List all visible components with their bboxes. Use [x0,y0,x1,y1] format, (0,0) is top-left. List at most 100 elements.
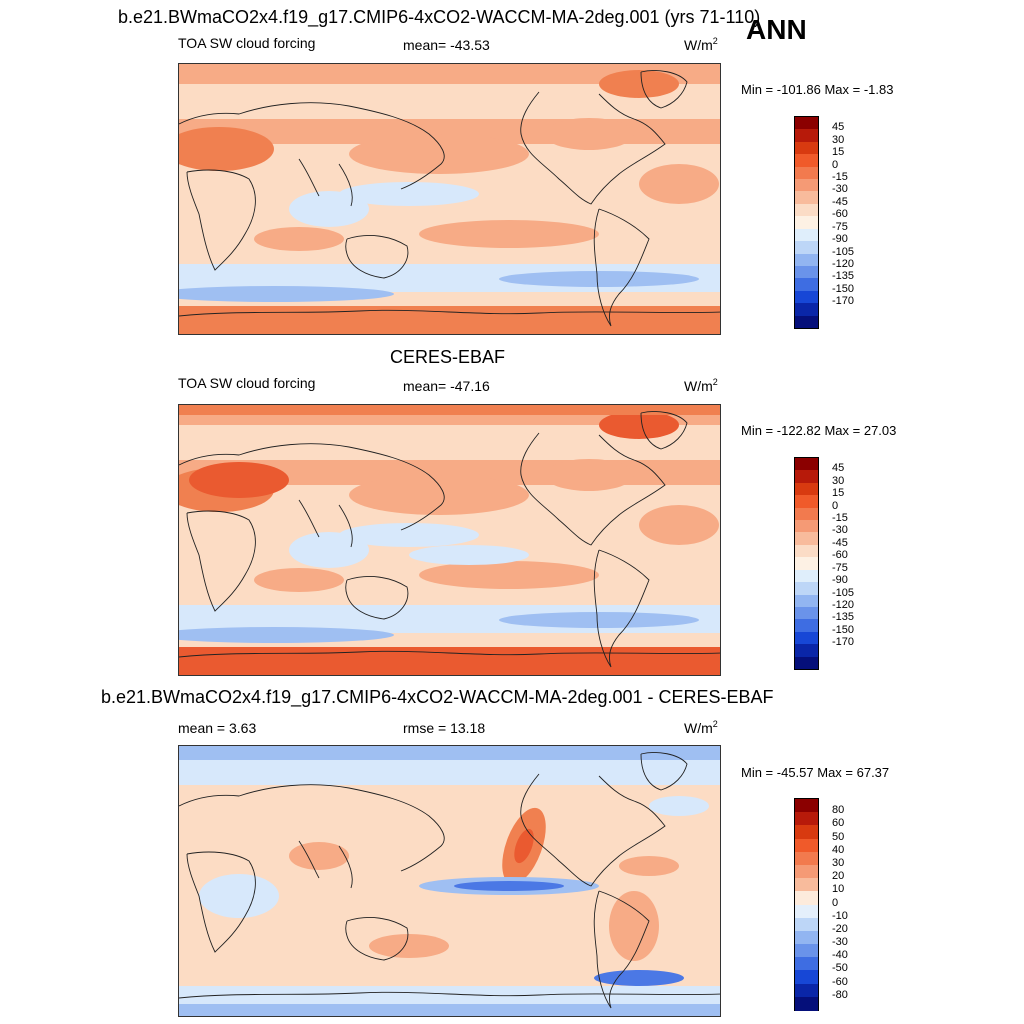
panel2-units: W/m2 [684,377,718,394]
panel2-minmax: Min = -122.82 Max = 27.03 [741,423,897,438]
colorbar-swatch [795,290,818,304]
colorbar-label: 15 [832,487,845,500]
colorbar-swatch [795,117,818,130]
colorbar-swatch [795,825,818,840]
panel3-rmse: rmse = 13.18 [403,720,486,736]
colorbar-label: -105 [832,586,855,599]
map-field-svg [179,64,720,334]
colorbar-label: 45 [832,462,845,475]
colorbar-swatch [795,904,818,919]
colorbar-swatch [795,179,818,192]
panel3-colorbar [794,798,819,1011]
colorbar-label: -135 [832,270,855,283]
colorbar-swatch [795,930,818,945]
colorbar-label: 30 [832,133,845,146]
colorbar-swatch [795,644,818,658]
colorbar-swatch [795,864,818,879]
colorbar-label: -20 [832,922,848,935]
panel1-variable: TOA SW cloud forcing [178,35,316,51]
colorbar-label: -50 [832,962,848,975]
colorbar-label: 20 [832,870,845,883]
colorbar-label: 0 [832,499,839,512]
panel2-map [178,404,721,676]
colorbar-label: 30 [832,474,845,487]
colorbar-swatch [795,315,818,329]
colorbar-swatch [795,507,818,521]
colorbar-label: -75 [832,561,848,574]
panel1-minmax: Min = -101.86 Max = -1.83 [741,82,894,97]
colorbar-swatch [795,631,818,645]
colorbar-swatch [795,265,818,279]
colorbar-label: -120 [832,598,855,611]
colorbar-label: -10 [832,909,848,922]
colorbar-label: -135 [832,611,855,624]
colorbar-label: -30 [832,524,848,537]
colorbar-label: 45 [832,121,845,134]
panel1-mean: mean= -43.53 [403,37,490,53]
colorbar-swatch [795,191,818,205]
colorbar-label: -80 [832,988,848,1001]
panel2-title: CERES-EBAF [390,347,506,367]
colorbar-swatch [795,891,818,905]
season-label: ANN [746,14,807,45]
panel1-map [178,63,721,335]
colorbar-swatch [795,203,818,217]
colorbar-swatch [795,582,818,596]
colorbar-swatch [795,983,818,998]
colorbar-swatch [795,917,818,932]
colorbar-swatch [795,799,818,813]
colorbar-label: -40 [832,949,848,962]
colorbar-label: 0 [832,158,839,171]
colorbar-label: -60 [832,975,848,988]
panel1-units: W/m2 [684,36,718,53]
panel3-minmax: Min = -45.57 Max = 67.37 [741,765,890,780]
colorbar-label: 10 [832,883,845,896]
colorbar-swatch [795,957,818,971]
colorbar-swatch [795,656,818,670]
colorbar-swatch [795,228,818,242]
map-field-svg [179,746,720,1016]
colorbar-swatch [795,166,818,180]
colorbar-swatch [795,520,818,533]
colorbar-label: -45 [832,536,848,549]
panel2-mean: mean= -47.16 [403,378,490,394]
panel3-units: W/m2 [684,719,718,736]
colorbar-swatch [795,154,818,168]
colorbar-swatch [795,594,818,608]
colorbar-swatch [795,557,818,571]
colorbar-swatch [795,278,818,292]
colorbar-label: 80 [832,804,845,817]
colorbar-label: -170 [832,295,855,308]
colorbar-swatch [795,532,818,546]
colorbar-swatch [795,838,818,853]
colorbar-swatch [795,996,818,1011]
colorbar-swatch [795,129,818,143]
panel3-map [178,745,721,1017]
colorbar-label: 30 [832,856,845,869]
colorbar-label: 15 [832,146,845,159]
colorbar-label: -75 [832,220,848,233]
colorbar-label: -90 [832,233,848,246]
panel2-variable: TOA SW cloud forcing [178,375,316,391]
colorbar-swatch [795,241,818,255]
colorbar-swatch [795,569,818,583]
colorbar-label: -30 [832,936,848,949]
colorbar-swatch [795,606,818,620]
panel2-colorbar [794,457,819,670]
colorbar-swatch [795,458,818,471]
colorbar-label: -150 [832,282,855,295]
colorbar-swatch [795,216,818,230]
colorbar-label: -45 [832,195,848,208]
colorbar-label: -90 [832,574,848,587]
panel3-mean: mean = 3.63 [178,720,257,736]
colorbar-swatch [795,878,818,892]
colorbar-swatch [795,303,818,317]
colorbar-label: -105 [832,245,855,258]
panel3-title: b.e21.BWmaCO2x4.f19_g17.CMIP6-4xCO2-WACC… [101,687,774,707]
panel1-colorbar [794,116,819,329]
colorbar-label: 50 [832,830,845,843]
colorbar-swatch [795,944,818,958]
colorbar-swatch [795,253,818,267]
colorbar-swatch [795,970,818,985]
colorbar-swatch [795,470,818,484]
